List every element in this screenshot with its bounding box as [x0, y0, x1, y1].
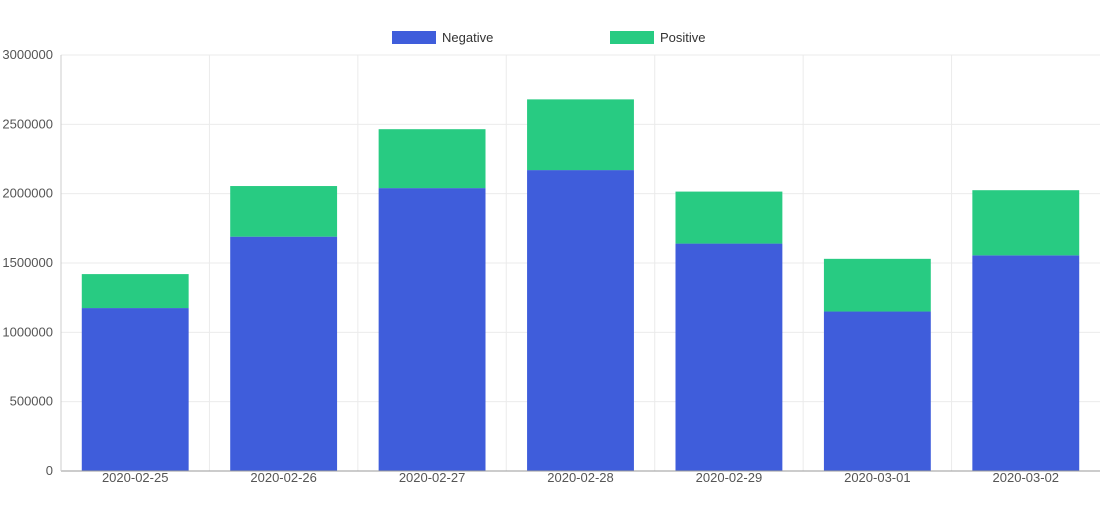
y-tick-label: 1500000	[2, 255, 53, 270]
bar-positive	[675, 191, 783, 244]
x-tick-label: 2020-02-27	[399, 470, 466, 485]
legend-swatch-positive	[610, 31, 654, 44]
y-tick-label: 1000000	[2, 324, 53, 339]
y-tick-label: 2500000	[2, 116, 53, 131]
bar-negative	[230, 236, 338, 471]
bar-negative	[675, 243, 783, 471]
bar-negative	[378, 188, 486, 471]
x-tick-label: 2020-02-25	[102, 470, 169, 485]
x-tick-label: 2020-02-29	[696, 470, 763, 485]
bar-negative	[81, 308, 189, 471]
y-tick-label: 2000000	[2, 186, 53, 201]
bar-positive	[378, 129, 486, 189]
bar-negative	[527, 170, 634, 472]
bar-positive	[81, 274, 189, 309]
legend-label-negative: Negative	[442, 30, 493, 45]
legend-label-positive: Positive	[660, 30, 706, 45]
bar-positive	[230, 186, 338, 237]
x-tick-label: 2020-02-26	[250, 470, 317, 485]
y-tick-label: 0	[46, 463, 53, 478]
bar-positive	[527, 99, 634, 171]
x-tick-label: 2020-02-28	[547, 470, 614, 485]
axes-layer: 0 500000 1000000 1500000 2000000 2500000 30000…	[2, 47, 1100, 485]
bar-positive	[972, 190, 1080, 256]
y-tick-label: 500000	[10, 394, 53, 409]
y-tick-label: 3000000	[2, 47, 53, 62]
x-tick-label: 2020-03-01	[844, 470, 911, 485]
x-tick-label: 2020-03-02	[993, 470, 1060, 485]
bar-negative	[972, 255, 1080, 471]
bar-positive	[823, 258, 931, 312]
bars-layer	[81, 99, 1080, 472]
bar-negative	[823, 311, 931, 471]
legend-swatch-negative	[392, 31, 436, 44]
legend: Negative Positive	[392, 30, 706, 45]
